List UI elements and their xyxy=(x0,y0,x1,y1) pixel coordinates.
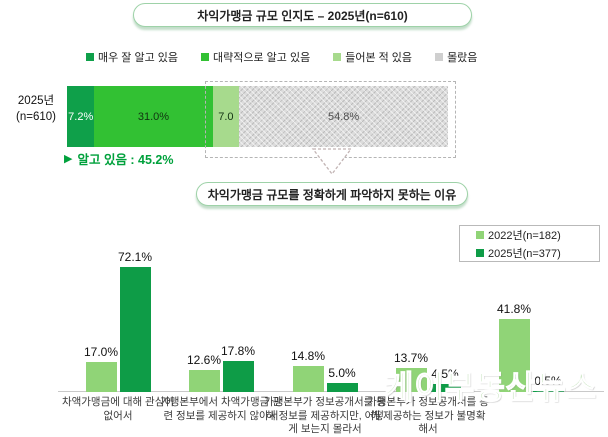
legend-label: 대략적으로 알고 있음 xyxy=(213,52,311,64)
segment-roughly: 31.0% xyxy=(94,86,213,147)
chart2-legend: 2022년(n=182) 2025년(n=377) xyxy=(459,225,600,262)
known-total: ▶ 알고 있음 : 45.2% xyxy=(64,149,174,168)
value-label: 41.8% xyxy=(496,302,532,316)
bar-2025-cat5 xyxy=(532,391,564,392)
value-label: 14.8% xyxy=(290,349,326,363)
bar-2022-cat2 xyxy=(188,370,220,392)
legend-label: 몰랐음 xyxy=(447,52,478,64)
legend-swatch-icon xyxy=(435,53,444,61)
value-label: 13.7% xyxy=(393,351,429,365)
bar-2025-cat4 xyxy=(429,384,461,392)
legend-swatch-icon xyxy=(476,230,484,239)
site-watermark: 케이부동산뉴스 xyxy=(383,368,598,405)
legend-item-roughly: 대략적으로 알고 있음 xyxy=(201,49,310,65)
value-label: 5.0% xyxy=(328,366,356,380)
bar-2025-cat1 xyxy=(119,267,151,392)
legend-item-2025: 2025년(n=377) xyxy=(476,245,599,261)
legend-swatch-icon xyxy=(333,53,342,61)
segment-value: 7.0 xyxy=(218,110,234,123)
legend-item-heard-of: 들어본 적 있음 xyxy=(333,49,412,65)
pointer-icon: ▶ xyxy=(64,153,73,165)
chart1-title: 차익가맹금 규모 인지도 – 2025년(n=610) xyxy=(133,3,472,27)
value-label: 72.1% xyxy=(117,250,153,264)
legend-item-very-well: 매우 잘 알고 있음 xyxy=(86,49,178,65)
segment-heard-of: 7.0 xyxy=(212,86,240,147)
legend-item-did-not-know: 몰랐음 xyxy=(435,49,477,65)
legend-label: 들어본 적 있음 xyxy=(345,52,413,64)
bar-2022-cat3 xyxy=(292,366,324,392)
legend-label: 2025년(n=377) xyxy=(488,247,561,260)
value-label: 0.5% xyxy=(534,374,562,388)
known-total-text: 알고 있음 : 45.2% xyxy=(77,153,174,167)
category-label: 가맹본부에서 차액가맹금 관련 정보를 제공하지 않아서 xyxy=(160,396,282,422)
chart2-title: 차익가맹금 규모를 정확하게 파악하지 못하는 이유 xyxy=(196,182,468,206)
legend-label: 매우 잘 알고 있음 xyxy=(98,52,179,64)
value-label: 12.6% xyxy=(186,353,222,367)
segment-value: 31.0% xyxy=(137,110,170,123)
chart1-row-label: 2025년 (n=610) xyxy=(8,94,64,125)
bar-2022-cat5 xyxy=(498,319,530,392)
awareness-stacked-bar: 7.2% 31.0% 7.0 54.8% xyxy=(67,86,448,147)
segment-very-well: 7.2% xyxy=(67,86,95,147)
bar-2025-cat2 xyxy=(222,361,254,392)
row-label-year: 2025년 xyxy=(17,95,55,107)
category-label: 가맹본부가 정보공개서를 통해 제공하는 정보가 불명확해서 xyxy=(367,396,489,436)
legend-label: 2022년(n=182) xyxy=(488,229,561,242)
legend-swatch-icon xyxy=(86,53,94,61)
bar-2025-cat3 xyxy=(326,383,358,392)
value-label: 4.5% xyxy=(431,367,459,381)
chart1-legend: 매우 잘 알고 있음 대략적으로 알고 있음 들어본 적 있음 몰랐음 xyxy=(86,49,477,65)
row-label-n: (n=610) xyxy=(16,110,56,123)
segment-value: 54.8% xyxy=(327,110,360,123)
legend-item-2022: 2022년(n=182) xyxy=(476,227,599,243)
down-arrow-icon xyxy=(311,148,353,176)
legend-swatch-icon xyxy=(476,248,484,257)
legend-swatch-icon xyxy=(201,53,210,61)
segment-did-not-know: 54.8% xyxy=(239,86,448,147)
bar-2022-cat4 xyxy=(395,368,427,392)
category-label: 차액가맹금에 대해 관심이 없어서 xyxy=(61,396,175,422)
category-label: 가맹본부가 정보공개서를 통해 정보를 제공하지만, 어떻게 보는지 몰라서 xyxy=(264,396,386,436)
segment-value: 7.2% xyxy=(68,110,94,123)
bar-2022-cat1 xyxy=(85,362,117,392)
value-label: 17.8% xyxy=(220,344,256,358)
value-label: 17.0% xyxy=(83,345,119,359)
